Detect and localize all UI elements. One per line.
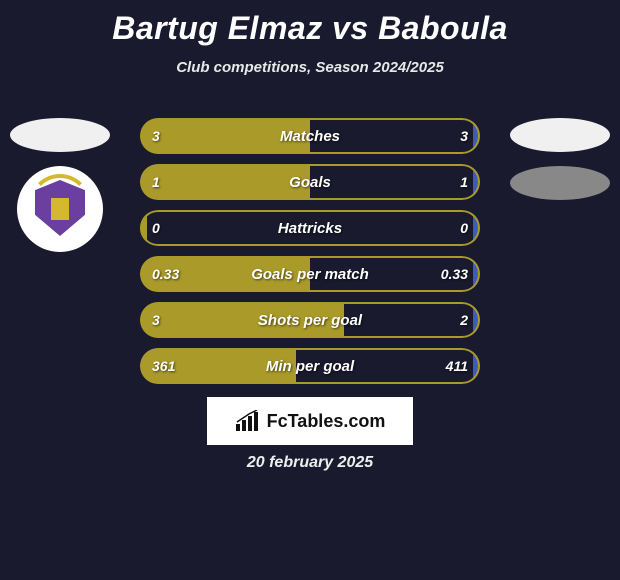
stat-row: 00Hattricks <box>140 210 480 246</box>
stat-label: Goals <box>140 174 480 191</box>
left-badge-column <box>10 118 110 252</box>
stat-row: 0.330.33Goals per match <box>140 256 480 292</box>
stat-label: Hattricks <box>140 220 480 237</box>
left-club-crest <box>17 166 103 252</box>
stat-row: 11Goals <box>140 164 480 200</box>
subtitle: Club competitions, Season 2024/2025 <box>0 59 620 76</box>
crest-tower <box>51 198 69 220</box>
page-title: Bartug Elmaz vs Baboula <box>0 0 620 47</box>
brand-label: FcTables.com <box>267 411 386 432</box>
stat-label: Shots per goal <box>140 312 480 329</box>
stat-row: 361411Min per goal <box>140 348 480 384</box>
brand-chart-icon <box>235 410 261 432</box>
date-label: 20 february 2025 <box>0 454 620 472</box>
right-flag-ellipse-top <box>510 118 610 152</box>
brand-badge: FcTables.com <box>207 397 413 445</box>
right-badge-column <box>510 118 610 214</box>
left-flag-ellipse <box>10 118 110 152</box>
stats-container: 33Matches 11Goals 00Hattricks 0.330.33Goals… <box>140 118 480 394</box>
stat-label: Matches <box>140 128 480 145</box>
stat-label: Min per goal <box>140 358 480 375</box>
stat-row: 33Matches <box>140 118 480 154</box>
stat-label: Goals per match <box>140 266 480 283</box>
stat-row: 32Shots per goal <box>140 302 480 338</box>
right-flag-ellipse-bottom <box>510 166 610 200</box>
